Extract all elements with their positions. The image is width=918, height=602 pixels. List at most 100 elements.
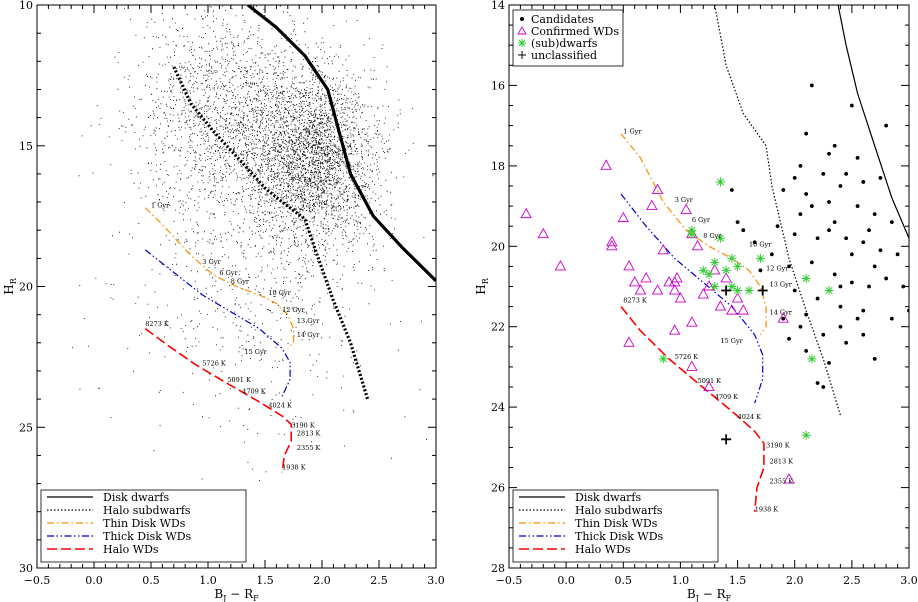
marker-candidates [798,163,803,168]
series-line-disk-dwarfs [837,5,909,239]
curve-annotation: 3 Gyr [202,258,221,266]
marker-candidates [872,356,877,361]
marker-confirmed-wds [731,292,744,303]
marker--sub-dwarfs [727,282,737,291]
marker-candidates [861,332,866,337]
marker-candidates [809,204,814,208]
legend-label: Halo subdwarfs [575,504,663,517]
curve-annotation: 8 Gyr [703,232,722,240]
marker-confirmed-wds [691,239,704,251]
y-tick-label: 20 [19,281,33,294]
series-line-thick-disk-wds [144,249,291,397]
marker-candidates [889,316,894,321]
marker-confirmed-wds [606,235,618,247]
marker-confirmed-wds [726,304,738,315]
marker-confirmed-wds [668,284,681,295]
marker--sub-dwarfs [733,261,743,271]
y-axis-label: HR [2,277,18,294]
axis-label-part: J [222,594,226,602]
curve-annotation: 14 Gyr [297,331,320,339]
marker--sub-dwarfs [721,265,731,275]
marker-candidates [838,184,843,188]
marker-confirmed-wds [697,288,710,299]
marker-confirmed-wds [554,259,567,271]
marker-legend-symbol [518,39,526,47]
marker--sub-dwarfs [715,177,725,187]
marker-candidates [804,131,809,136]
curve-annotation: 2813 K [297,430,321,438]
marker--sub-dwarfs [704,269,714,279]
axis-label-part: H [2,284,16,294]
legend-label: Halo WDs [575,543,631,556]
curve-annotation: 14 Gyr [770,309,793,317]
marker-candidates [889,220,894,225]
x-tick-label: 1.0 [672,574,690,587]
marker-candidates [792,232,797,237]
marker-confirmed-wds [634,284,647,295]
x-axis-label: BJ − RF [214,587,259,602]
curve-annotation: 5091 K [227,376,251,384]
plot-frame [508,4,910,569]
marker-confirmed-wds [663,276,675,287]
axis-label-part: B [687,587,696,601]
marker-legend-symbol [517,26,527,35]
y-tick-label: 10 [19,0,33,12]
curve-annotation: 3190 K [766,441,790,449]
x-tick-label: 0.5 [142,574,160,587]
axis-label-part: F [253,594,259,602]
marker-candidates [804,192,809,196]
marker-candidates [815,296,820,301]
marker-candidates [884,123,889,128]
marker-confirmed-wds [640,272,652,283]
curve-annotation: 3190 K [291,421,315,429]
marker-candidates [798,212,803,217]
marker-candidates [821,332,826,337]
marker-candidates [787,264,791,269]
marker-candidates [821,385,826,389]
legend-label: Thin Disk WDs [575,517,658,530]
background-field [72,5,434,501]
marker--sub-dwarfs [727,253,737,263]
y-tick-label: 30 [19,562,33,575]
marker-candidates [861,308,866,313]
x-tick-label: 1.0 [199,574,217,587]
y-tick-label: 14 [491,0,505,12]
axis-label-part: B [214,587,223,601]
curve-annotation: 13 Gyr [297,317,320,325]
marker--sub-dwarfs [744,286,754,296]
marker-candidates [849,103,854,108]
marker-legend-label: (sub)dwarfs [531,37,598,50]
curve-annotation: 10 Gyr [268,289,291,297]
marker-legend-label: Candidates [531,13,594,26]
marker-candidates [781,188,786,192]
marker--sub-dwarfs [733,286,743,296]
y-tick-label: 16 [491,79,505,92]
series-line-halo-wds [144,328,292,473]
marker--sub-dwarfs [824,286,834,296]
marker-candidates [804,348,809,353]
curve-annotation: 5726 K [202,359,226,367]
curve-annotation: 1938 K [755,506,779,514]
series-line-disk-dwarfs [246,5,436,283]
series-line-halo-subdwarfs [714,5,841,416]
marker-candidates [884,276,889,281]
marker-confirmed-wds [668,324,681,335]
marker-candidates [872,212,877,217]
curve-annotation: 15 Gyr [244,348,267,356]
x-tick-label: 3.0 [427,574,445,587]
curve-annotation: 2813 K [770,457,794,465]
marker-candidates [832,220,837,225]
marker-candidates [769,252,774,257]
marker-confirmed-wds [606,239,618,251]
marker-candidates [878,248,883,253]
curve-annotation: 4024 K [738,413,762,421]
x-tick-label: 0.5 [615,574,633,587]
marker-confirmed-wds [657,243,670,255]
marker-confirmed-wds [686,316,698,327]
marker-candidates [849,252,854,257]
marker--sub-dwarfs [687,229,697,239]
